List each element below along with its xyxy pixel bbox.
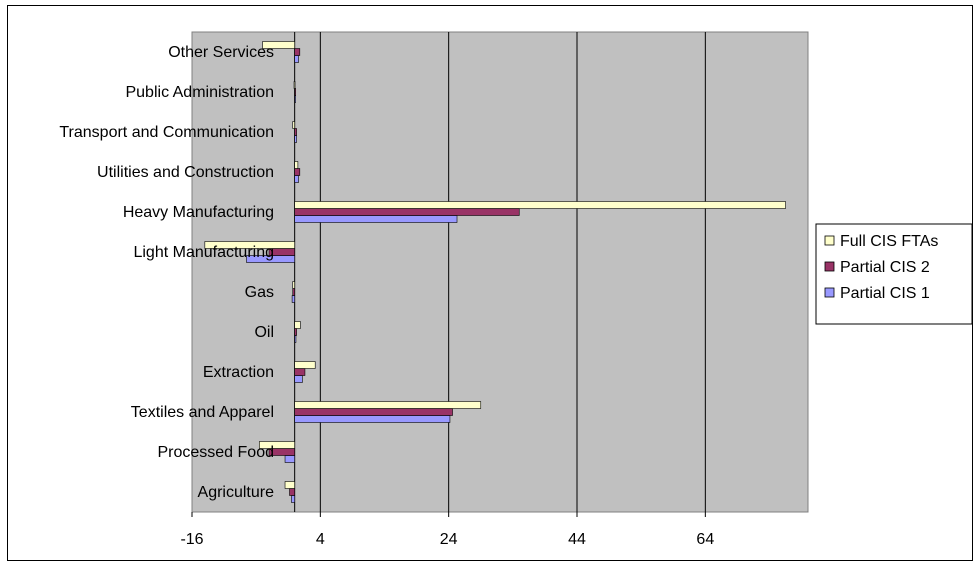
bar — [294, 168, 301, 176]
legend-swatch — [824, 235, 835, 246]
bar — [291, 495, 295, 503]
bar — [284, 481, 295, 489]
category-label: Extraction — [203, 364, 274, 381]
bar — [292, 288, 295, 296]
category-label: Transport and Communication — [59, 124, 274, 141]
legend-label: Partial CIS 1 — [840, 285, 930, 302]
plot-area — [191, 31, 809, 513]
category-label: Textiles and Apparel — [131, 404, 274, 421]
x-tick-label: 44 — [568, 531, 586, 548]
bar — [294, 175, 299, 183]
legend-label: Full CIS FTAs — [840, 233, 938, 250]
bar — [294, 55, 299, 63]
bar — [294, 135, 297, 143]
category-label: Gas — [245, 284, 274, 301]
bar — [284, 455, 295, 463]
bar — [294, 328, 297, 336]
legend-box — [815, 223, 973, 325]
bar — [294, 208, 520, 216]
bar — [294, 361, 316, 369]
bar — [204, 241, 295, 249]
legend-label: Partial CIS 2 — [840, 259, 930, 276]
category-label: Public Administration — [125, 84, 274, 101]
bar — [294, 201, 786, 209]
x-tick-label: 64 — [696, 531, 714, 548]
bar — [262, 41, 295, 49]
bar — [294, 408, 453, 416]
category-label: Light Manufacturing — [133, 244, 274, 261]
bar — [289, 488, 295, 496]
bar — [294, 215, 458, 223]
bar — [294, 128, 297, 136]
category-label: Agriculture — [198, 484, 275, 501]
bar — [292, 121, 295, 129]
x-tick-label: -16 — [180, 531, 203, 548]
bar — [294, 415, 451, 423]
legend-swatch — [824, 287, 835, 298]
bar — [294, 368, 306, 376]
category-label: Processed Food — [157, 444, 274, 461]
bar — [294, 48, 301, 56]
bar — [294, 375, 303, 383]
bar — [294, 95, 296, 103]
bar — [294, 88, 296, 96]
category-label: Oil — [254, 324, 274, 341]
bar — [294, 161, 299, 169]
category-label: Heavy Manufacturing — [123, 204, 274, 221]
bar — [291, 295, 295, 303]
bar — [259, 441, 295, 449]
bar — [294, 401, 482, 409]
category-label: Other Services — [168, 44, 274, 61]
bar — [293, 81, 296, 89]
bar — [294, 321, 301, 329]
bar — [294, 335, 297, 343]
category-label: Utilities and Construction — [97, 164, 274, 181]
x-tick-label: 24 — [440, 531, 458, 548]
legend-swatch — [824, 261, 835, 272]
bar — [292, 281, 295, 289]
x-tick-label: 4 — [316, 531, 325, 548]
